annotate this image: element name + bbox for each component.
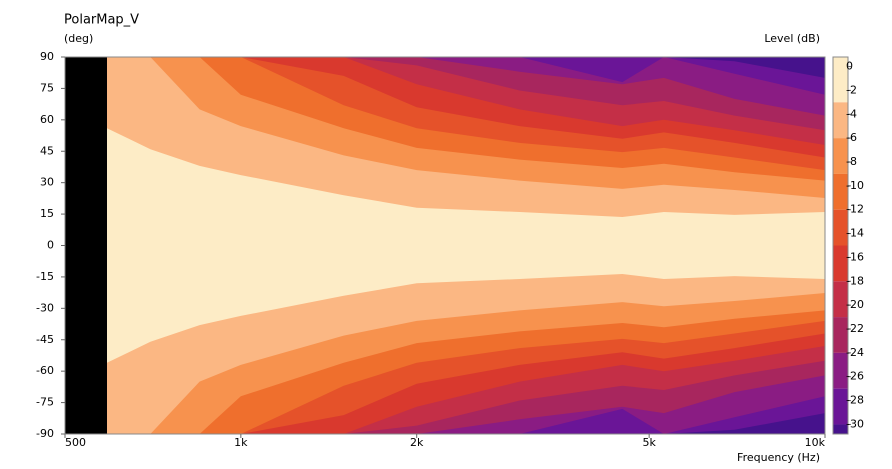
x-tick-label: 10k bbox=[805, 436, 826, 449]
x-tick-label: 500 bbox=[65, 436, 86, 449]
y-tick-label: 30 bbox=[40, 176, 54, 189]
colorbar-tick-label: -10 bbox=[846, 179, 864, 192]
x-axis-label: Frequency (Hz) bbox=[737, 451, 820, 464]
y-tick-label: -15 bbox=[36, 270, 54, 283]
colorbar-band bbox=[833, 102, 848, 139]
colorbar-band bbox=[833, 138, 848, 174]
colorbar-band bbox=[833, 281, 848, 318]
x-tick-label: 5k bbox=[642, 436, 656, 449]
colorbar-band bbox=[833, 352, 848, 389]
colorbar-band bbox=[833, 173, 848, 210]
colorbar-tick-label: -18 bbox=[846, 274, 864, 287]
colorbar-band bbox=[833, 424, 848, 434]
colorbar-tick-label: -22 bbox=[846, 322, 864, 335]
y-tick-label: 15 bbox=[40, 207, 54, 220]
y-tick-label: 0 bbox=[47, 239, 54, 252]
colorbar-tick-label: -24 bbox=[846, 346, 864, 359]
colorbar-tick-label: -14 bbox=[846, 227, 864, 240]
y-tick-label: 60 bbox=[40, 113, 54, 126]
colorbar-tick-label: -4 bbox=[846, 107, 857, 120]
colorbar-tick-label: -30 bbox=[846, 417, 864, 430]
colorbar-label: Level (dB) bbox=[764, 32, 820, 45]
colorbar-tick-label: -6 bbox=[846, 131, 857, 144]
colorbar-frame bbox=[832, 56, 849, 435]
y-tick-label: 75 bbox=[40, 81, 54, 94]
plot-area bbox=[65, 57, 825, 434]
y-tick-label: -30 bbox=[36, 301, 54, 314]
colorbar-tick-label: 0 bbox=[846, 60, 853, 73]
colorbar-tick-label: -16 bbox=[846, 250, 864, 263]
colorbar-band bbox=[833, 317, 848, 353]
y-tick-label: -45 bbox=[36, 333, 54, 346]
colorbar-tick-label: -12 bbox=[846, 203, 864, 216]
colorbar-tick-label: -20 bbox=[846, 298, 864, 311]
colorbar-tick-label: -28 bbox=[846, 394, 864, 407]
y-tick-label: -75 bbox=[36, 396, 54, 409]
y-tick-label: 45 bbox=[40, 144, 54, 157]
y-tick-label: 90 bbox=[40, 50, 54, 63]
colorbar-tick-label: -8 bbox=[846, 155, 857, 168]
colorbar-band bbox=[833, 388, 848, 425]
contour-band bbox=[107, 128, 825, 363]
colorbar-tick-label: -26 bbox=[846, 370, 864, 383]
colorbar-band bbox=[833, 57, 848, 103]
x-tick-label: 1k bbox=[234, 436, 248, 449]
colorbar-tick-label: -2 bbox=[846, 83, 857, 96]
y-tick-label: -90 bbox=[36, 427, 54, 440]
y-axis-label: (deg) bbox=[64, 32, 93, 45]
colorbar-band bbox=[833, 209, 848, 246]
colorbar-band bbox=[833, 245, 848, 282]
x-tick-label: 2k bbox=[410, 436, 424, 449]
chart-title: PolarMap_V bbox=[64, 13, 139, 28]
y-tick-label: -60 bbox=[36, 364, 54, 377]
